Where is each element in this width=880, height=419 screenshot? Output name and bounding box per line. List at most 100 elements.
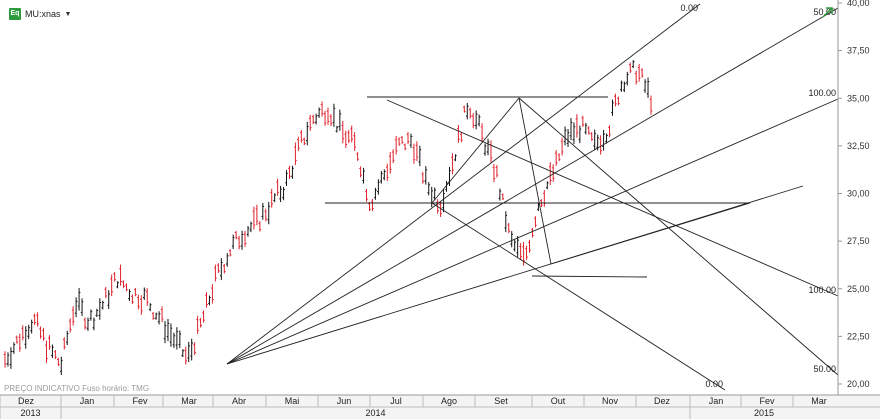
trend-line-label: 50.00 bbox=[813, 7, 836, 17]
price-bar bbox=[68, 318, 72, 333]
price-bar bbox=[611, 99, 614, 116]
price-bar bbox=[430, 186, 434, 208]
price-bar bbox=[71, 306, 75, 326]
price-bar bbox=[208, 295, 211, 306]
price-bar bbox=[113, 272, 116, 282]
price-bar bbox=[347, 130, 351, 144]
trend-line[interactable] bbox=[550, 202, 751, 265]
trend-line-label: 100.00 bbox=[808, 285, 836, 295]
month-label: Jul bbox=[390, 396, 402, 406]
price-bar bbox=[291, 165, 294, 179]
price-bar bbox=[145, 288, 149, 306]
price-bar bbox=[231, 234, 235, 250]
price-bar bbox=[602, 129, 605, 151]
month-label: Dez bbox=[654, 396, 671, 406]
price-bar bbox=[151, 311, 155, 320]
price-bar bbox=[15, 335, 19, 344]
price-bar bbox=[362, 167, 365, 184]
price-bar bbox=[62, 337, 66, 350]
caret-down-icon[interactable]: ▼ bbox=[64, 10, 72, 18]
price-bar bbox=[27, 324, 31, 340]
price-bar bbox=[107, 290, 111, 310]
month-label: Fev bbox=[132, 396, 148, 406]
trend-line[interactable] bbox=[226, 185, 804, 365]
trend-line[interactable] bbox=[518, 97, 552, 265]
price-bar bbox=[205, 292, 208, 308]
price-bar bbox=[217, 263, 220, 273]
price-bars bbox=[3, 60, 653, 376]
price-bar bbox=[495, 164, 499, 178]
price-bar bbox=[400, 135, 404, 144]
price-bar bbox=[433, 187, 436, 201]
y-tick-label: 27,50 bbox=[847, 236, 870, 246]
price-bar bbox=[474, 110, 478, 130]
price-bar bbox=[623, 81, 626, 93]
y-tick-label: 35,00 bbox=[847, 93, 870, 103]
month-label: Fev bbox=[759, 396, 775, 406]
trend-line[interactable] bbox=[226, 3, 701, 365]
trend-line[interactable] bbox=[226, 98, 839, 365]
price-bar bbox=[220, 258, 223, 281]
price-bar bbox=[74, 297, 78, 318]
trend-line[interactable] bbox=[431, 97, 520, 204]
price-bar bbox=[196, 315, 199, 334]
price-bar bbox=[134, 287, 137, 297]
trend-line-label: 0.00 bbox=[680, 3, 698, 13]
price-bar bbox=[531, 227, 534, 238]
price-bar bbox=[237, 235, 241, 250]
trend-line[interactable] bbox=[226, 7, 839, 365]
price-bar bbox=[282, 186, 285, 201]
price-bar bbox=[365, 189, 368, 202]
price-bar bbox=[323, 110, 327, 126]
arrow-icon[interactable] bbox=[822, 7, 833, 18]
price-bar bbox=[30, 319, 33, 334]
price-bar bbox=[548, 162, 552, 186]
price-bar bbox=[300, 130, 303, 143]
price-bar bbox=[504, 211, 508, 233]
price-bar bbox=[169, 323, 173, 347]
price-bar bbox=[187, 341, 191, 362]
price-bar bbox=[60, 356, 63, 376]
trend-line[interactable] bbox=[431, 202, 726, 391]
price-bar bbox=[258, 221, 262, 232]
price-bar bbox=[12, 342, 16, 354]
price-bar bbox=[95, 308, 99, 317]
price-bar bbox=[510, 231, 514, 248]
symbol-selector[interactable]: Eq MU:xnas ▼ bbox=[9, 8, 71, 20]
price-bar bbox=[116, 281, 119, 289]
price-bar bbox=[640, 68, 644, 78]
trend-line[interactable] bbox=[386, 99, 839, 297]
price-bar bbox=[344, 130, 348, 148]
price-bar bbox=[480, 123, 484, 142]
price-bar bbox=[178, 330, 182, 349]
price-bar bbox=[86, 317, 90, 331]
price-bar bbox=[412, 143, 416, 164]
price-bar bbox=[65, 330, 69, 346]
month-label: Dez bbox=[18, 396, 35, 406]
price-bar bbox=[252, 206, 256, 230]
price-bar bbox=[359, 166, 362, 178]
price-bar bbox=[332, 103, 336, 127]
trend-lines[interactable]: 0.00 50.00 100.00 100.00 50.00 0.00 bbox=[226, 3, 839, 391]
price-bar bbox=[243, 230, 247, 247]
trend-line[interactable] bbox=[518, 97, 839, 376]
price-bar bbox=[92, 317, 96, 331]
price-bar bbox=[477, 114, 481, 127]
price-bar bbox=[305, 121, 309, 146]
price-bar bbox=[516, 235, 519, 257]
price-bar bbox=[397, 137, 401, 146]
price-bar bbox=[545, 181, 549, 190]
price-bar bbox=[267, 201, 271, 225]
month-label: Mai bbox=[285, 396, 300, 406]
price-bar bbox=[137, 294, 140, 310]
price-bar bbox=[593, 129, 596, 151]
price-bar bbox=[24, 326, 28, 349]
price-bar bbox=[249, 221, 253, 233]
price-bar bbox=[528, 239, 531, 253]
month-label: Mar bbox=[181, 396, 197, 406]
price-bar bbox=[175, 327, 179, 350]
trend-line[interactable] bbox=[531, 275, 648, 278]
y-tick-label: 37,50 bbox=[847, 46, 870, 56]
month-label: Abr bbox=[232, 396, 246, 406]
